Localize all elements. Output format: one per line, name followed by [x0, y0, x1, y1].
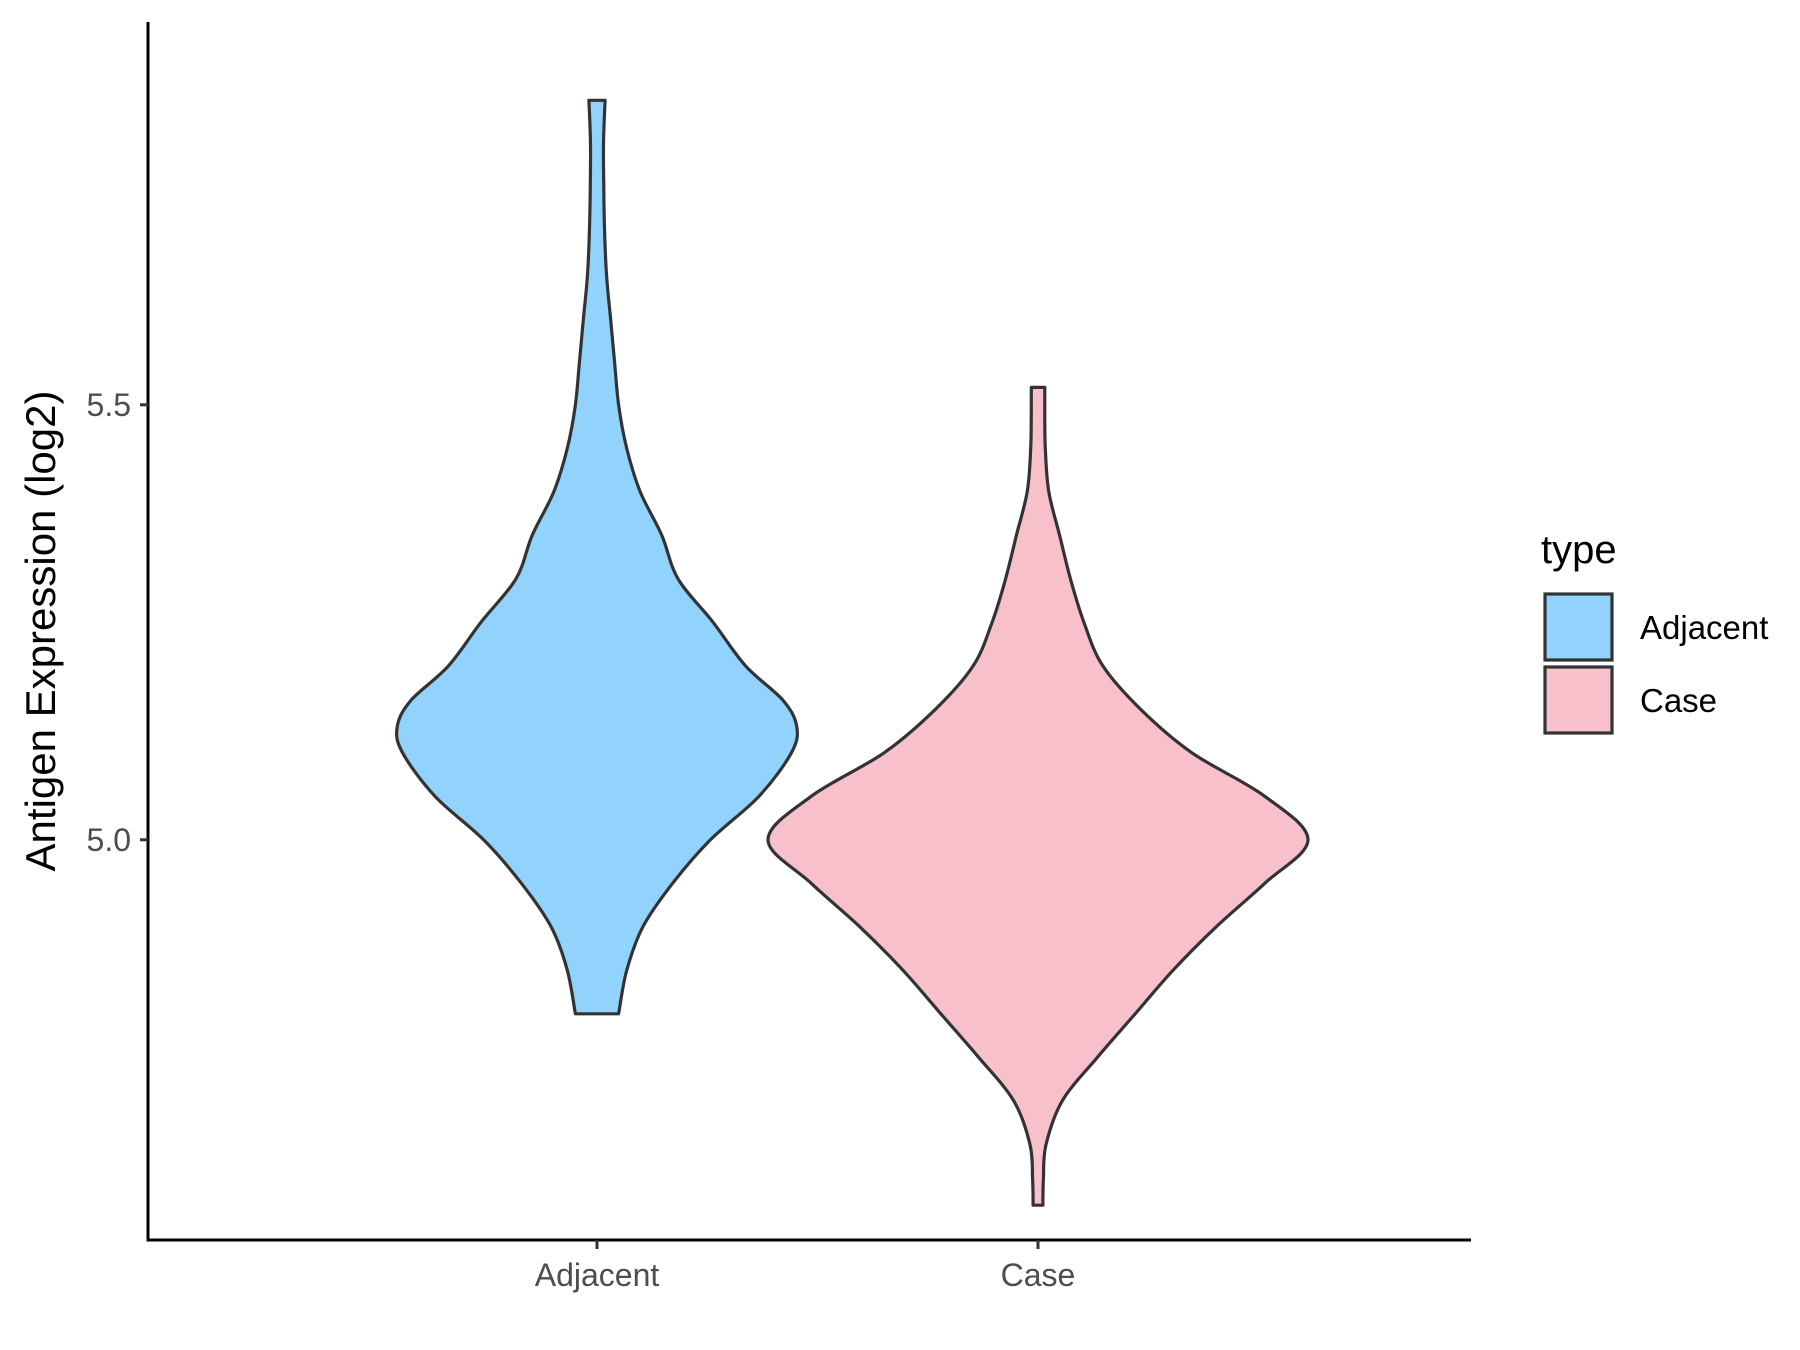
legend-label-adjacent: Adjacent [1640, 609, 1768, 646]
violins [394, 98, 1310, 1207]
x-ticks: Adjacent Case [535, 1240, 1076, 1293]
legend-key-adjacent [1543, 592, 1614, 662]
legend-title: type [1541, 528, 1617, 572]
legend-key-case [1543, 665, 1614, 735]
y-tick-label: 5.5 [87, 387, 131, 423]
legend-label-case: Case [1640, 682, 1717, 719]
y-axis-title: Antigen Expression (log2) [17, 391, 64, 872]
violin-adjacent [394, 98, 799, 1016]
y-ticks: 5.0 5.5 [87, 387, 148, 858]
x-tick-label-case: Case [1001, 1257, 1076, 1293]
y-tick-label: 5.0 [87, 822, 131, 858]
violin-case [766, 385, 1310, 1207]
x-tick-label-adjacent: Adjacent [535, 1257, 660, 1293]
legend: type Adjacent Case [1541, 528, 1768, 735]
